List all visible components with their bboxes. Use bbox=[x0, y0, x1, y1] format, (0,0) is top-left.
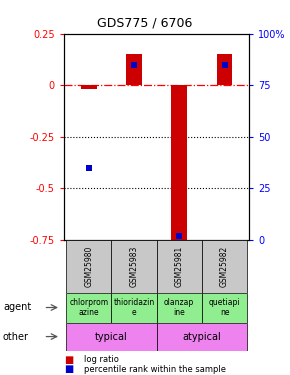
Bar bbox=[157, 240, 202, 292]
Text: percentile rank within the sample: percentile rank within the sample bbox=[84, 365, 226, 374]
Text: typical: typical bbox=[95, 332, 128, 342]
Text: chlorprom
azine: chlorprom azine bbox=[69, 298, 108, 317]
Bar bbox=[66, 322, 157, 351]
Text: GSM25983: GSM25983 bbox=[129, 246, 138, 287]
Point bbox=[132, 62, 136, 68]
Bar bbox=[157, 292, 202, 322]
Bar bbox=[81, 86, 97, 90]
Text: thioridazin
e: thioridazin e bbox=[113, 298, 155, 317]
Point bbox=[86, 165, 91, 171]
Text: other: other bbox=[3, 332, 29, 342]
Text: GSM25982: GSM25982 bbox=[220, 246, 229, 287]
Text: ■: ■ bbox=[64, 355, 73, 365]
Bar bbox=[171, 86, 187, 246]
Bar bbox=[202, 292, 247, 322]
Text: log ratio: log ratio bbox=[84, 356, 119, 364]
Text: olanzap
ine: olanzap ine bbox=[164, 298, 194, 317]
Text: GSM25981: GSM25981 bbox=[175, 246, 184, 287]
Text: GSM25980: GSM25980 bbox=[84, 246, 93, 287]
Bar bbox=[111, 240, 157, 292]
Text: quetiapi
ne: quetiapi ne bbox=[209, 298, 240, 317]
Bar bbox=[157, 322, 247, 351]
Bar bbox=[111, 292, 157, 322]
Point bbox=[177, 233, 182, 239]
Bar bbox=[126, 54, 142, 86]
Text: atypical: atypical bbox=[182, 332, 221, 342]
Text: GDS775 / 6706: GDS775 / 6706 bbox=[97, 17, 193, 30]
Bar bbox=[202, 240, 247, 292]
Text: agent: agent bbox=[3, 303, 31, 312]
Bar bbox=[66, 240, 111, 292]
Point bbox=[222, 62, 227, 68]
Text: ■: ■ bbox=[64, 364, 73, 374]
Bar bbox=[66, 292, 111, 322]
Bar bbox=[217, 54, 232, 86]
